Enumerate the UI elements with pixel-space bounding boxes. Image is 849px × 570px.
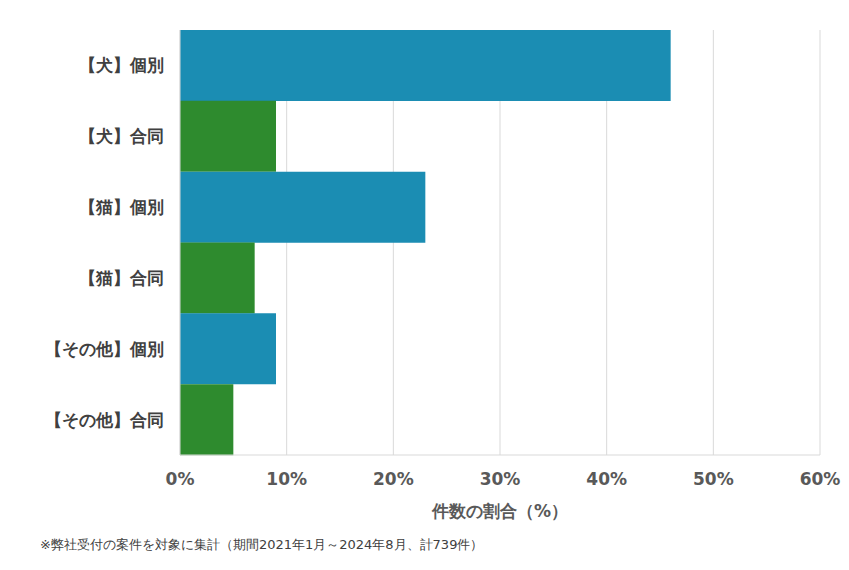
svg-text:0%: 0% [166,469,195,489]
svg-text:件数の割合（%）: 件数の割合（%） [431,501,568,521]
svg-text:60%: 60% [800,469,841,489]
svg-text:【犬】合同: 【犬】合同 [79,126,164,146]
svg-text:【犬】個別: 【犬】個別 [79,55,164,75]
svg-text:20%: 20% [373,469,414,489]
svg-text:【その他】個別: 【その他】個別 [45,339,164,359]
html-text:※弊社受付の案件を対象に集計（期間2021年1月～2024年: ※弊社受付の案件を対象に集計（期間2021年1月～2024年8月、計739件） [40,537,484,552]
svg-text:40%: 40% [586,469,627,489]
svg-text:【その他】合同: 【その他】合同 [45,410,164,430]
svg-text:30%: 30% [480,469,521,489]
svg-text:50%: 50% [693,469,734,489]
svg-text:【猫】合同: 【猫】合同 [79,268,164,288]
svg-text:【猫】個別: 【猫】個別 [79,197,164,217]
svg-text:10%: 10% [266,469,307,489]
